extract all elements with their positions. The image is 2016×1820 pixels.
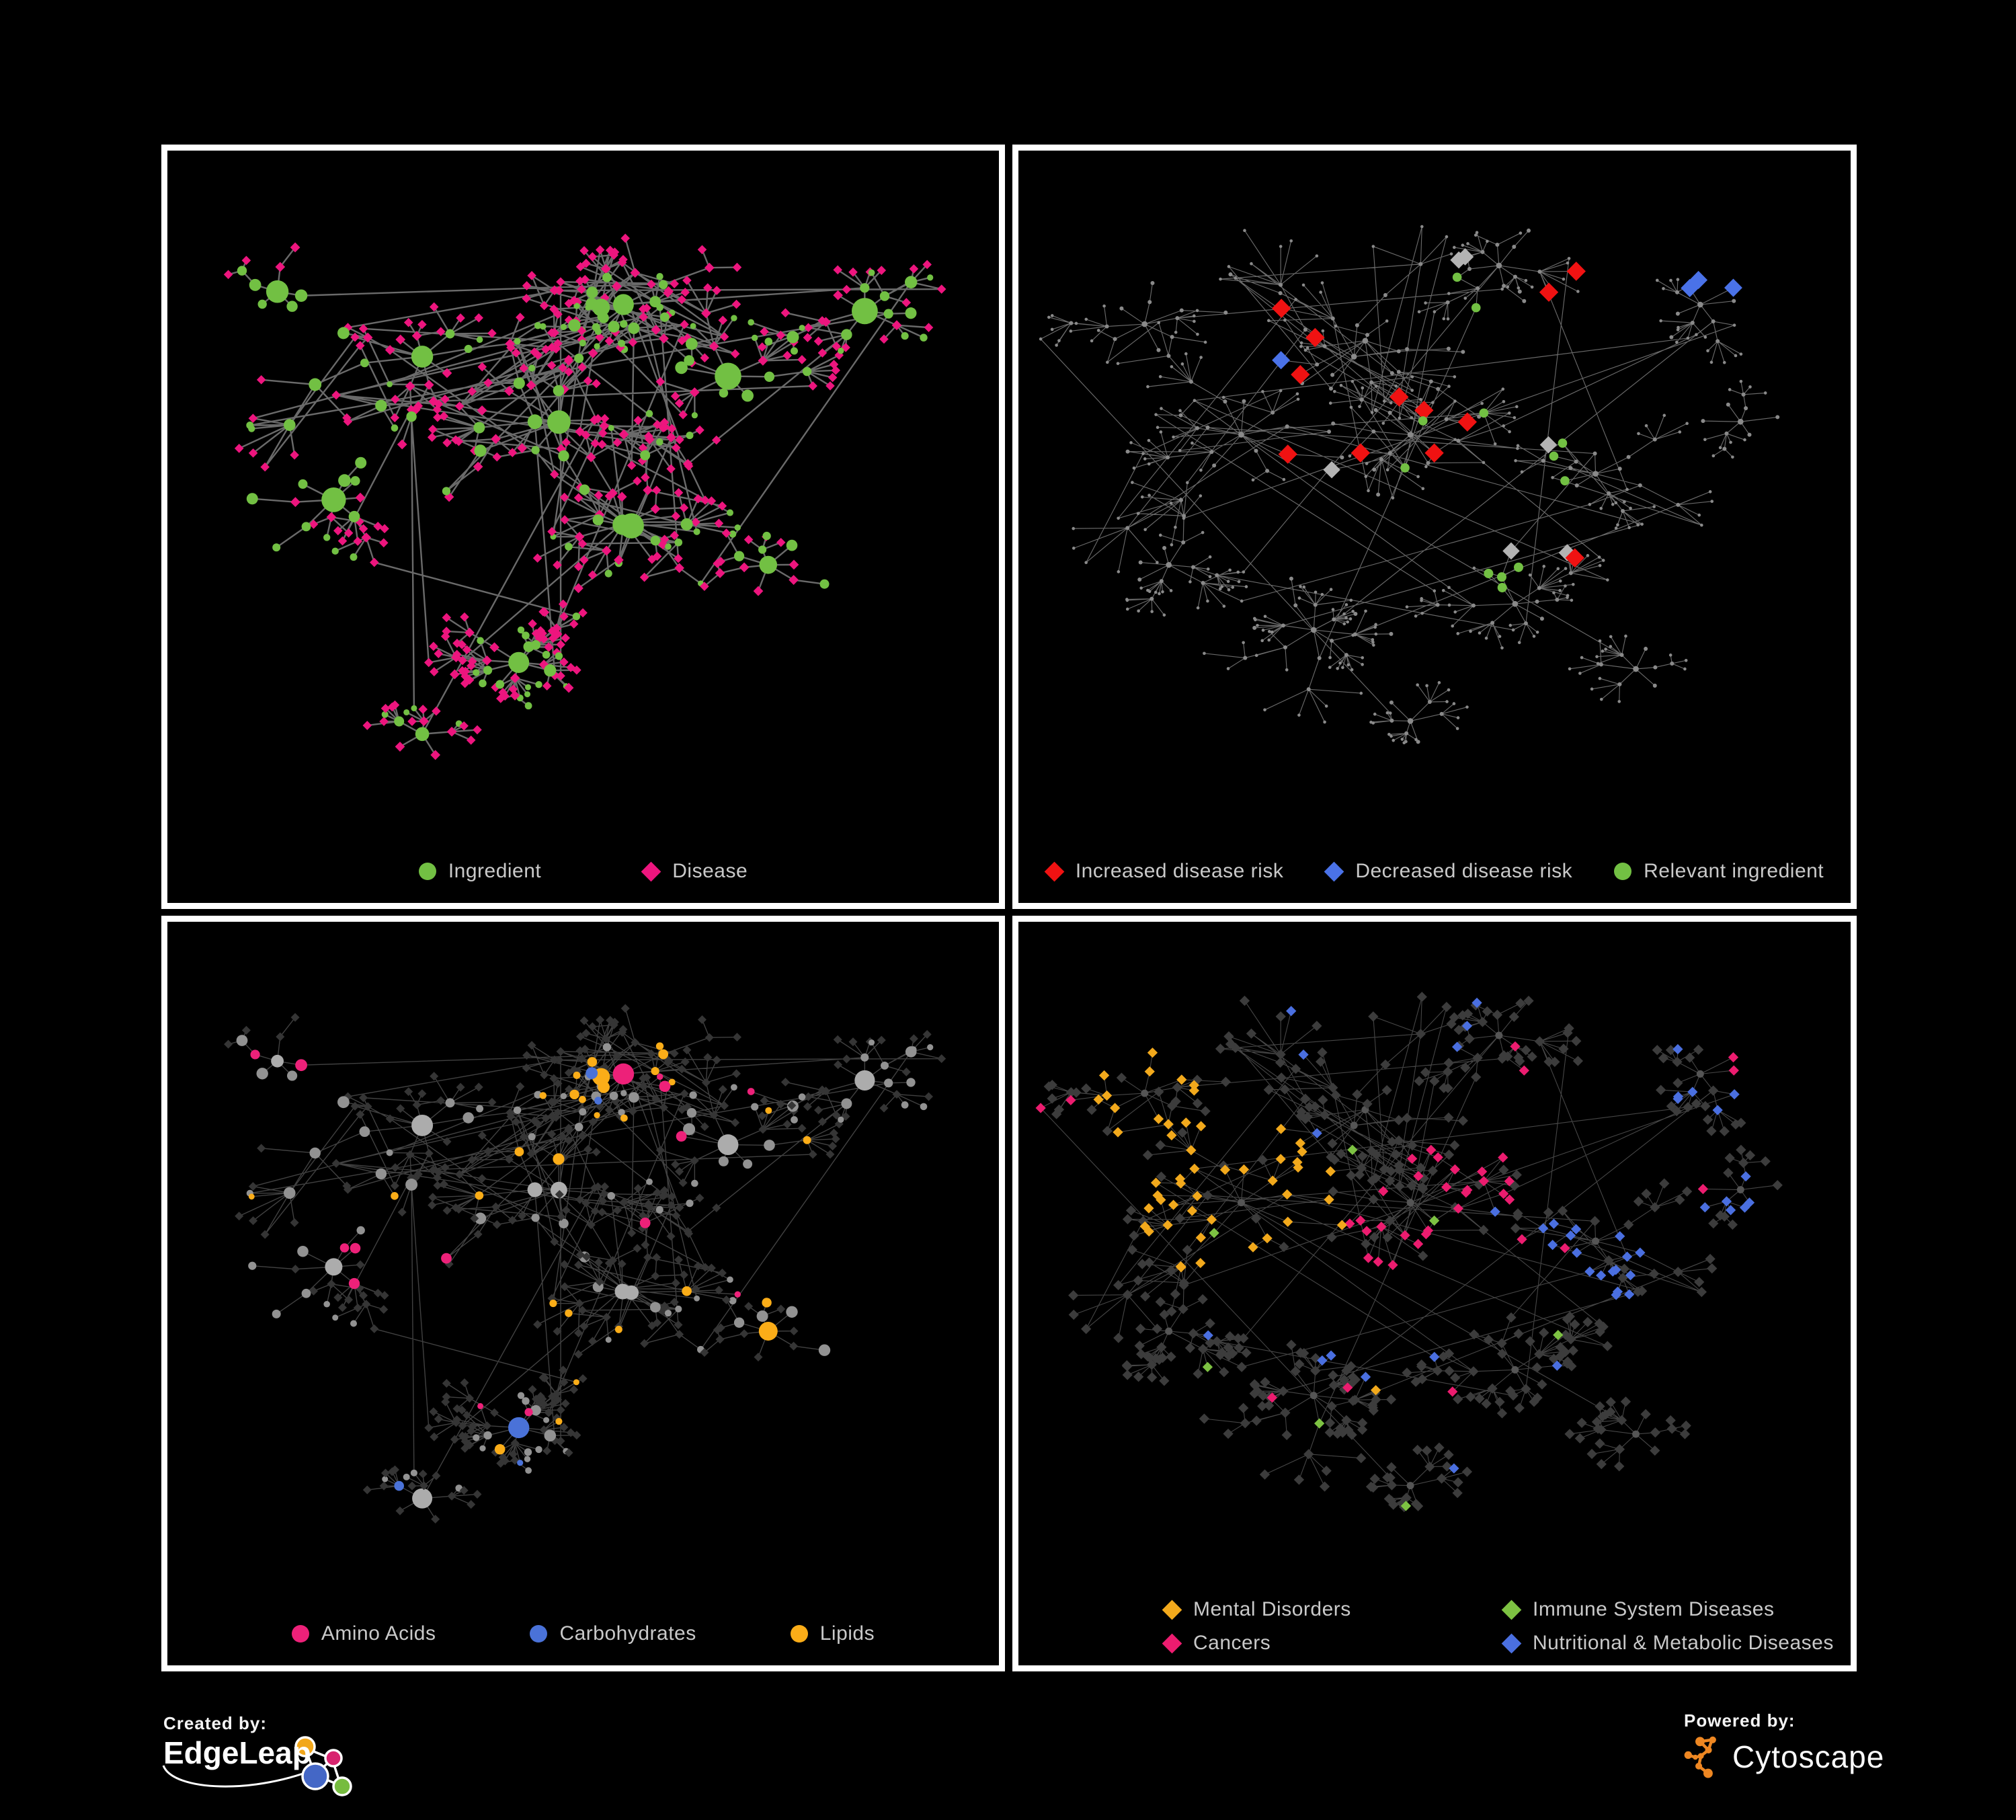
legend-disease-risk: Increased disease risk Decreased disease… bbox=[1018, 860, 1851, 883]
increased-risk-diamond-marker bbox=[1044, 861, 1065, 881]
panel-disease-classes: Mental Disorders Immune System Diseases … bbox=[1012, 916, 1857, 1671]
decreased-risk-diamond-marker bbox=[1324, 861, 1344, 881]
legend-label: Amino Acids bbox=[321, 1622, 436, 1645]
legend-item: Disease bbox=[641, 860, 748, 883]
macronutrient-graph bbox=[224, 1004, 946, 1524]
disease-class-graph bbox=[1035, 992, 1783, 1513]
mental-disorders-diamond-marker bbox=[1162, 1599, 1182, 1620]
nutritional-metabolic-diamond-marker bbox=[1501, 1633, 1522, 1653]
legend-item: Decreased disease risk bbox=[1324, 860, 1573, 883]
edgeleap-wordmark: EdgeLeap bbox=[163, 1735, 311, 1770]
legend-label: Decreased disease risk bbox=[1355, 860, 1573, 882]
legend-disease-classes: Mental Disorders Immune System Diseases … bbox=[1162, 1598, 1834, 1655]
panel-disease-risk: Increased disease risk Decreased disease… bbox=[1012, 145, 1857, 909]
disease-diamond-marker bbox=[641, 861, 661, 881]
panel-ingredient-disease: Ingredient Disease bbox=[161, 145, 1005, 909]
legend-item: Ingredient bbox=[418, 860, 542, 883]
legend-item: Immune System Diseases bbox=[1501, 1598, 1834, 1621]
legend-label: Carbohydrates bbox=[559, 1622, 696, 1645]
relevant-ingredient-circle-marker bbox=[1614, 863, 1632, 880]
ingredient-circle-marker bbox=[418, 863, 436, 880]
legend-label: Lipids bbox=[819, 1622, 875, 1645]
amino-acids-circle-marker bbox=[291, 1625, 309, 1643]
cytoscape-logo-icon bbox=[1684, 1736, 1716, 1778]
legend-ingredient-disease: Ingredient Disease bbox=[167, 860, 999, 883]
cytoscape-wordmark: Cytoscape bbox=[1732, 1739, 1885, 1774]
legend-item: Cancers bbox=[1162, 1632, 1502, 1655]
legend-label: Increased disease risk bbox=[1075, 860, 1284, 882]
lipids-circle-marker bbox=[790, 1625, 808, 1643]
legend-item: Mental Disorders bbox=[1162, 1598, 1502, 1621]
legend-label: Ingredient bbox=[448, 860, 542, 882]
legend-label: Immune System Diseases bbox=[1533, 1598, 1775, 1620]
edgeleap-credit: Created by: EdgeLeap bbox=[162, 1713, 385, 1801]
legend-item: Lipids bbox=[790, 1622, 875, 1645]
ingredient-disease-graph bbox=[223, 233, 946, 760]
legend-item: Amino Acids bbox=[291, 1622, 436, 1645]
cytoscape-credit: Powered by: bbox=[1684, 1710, 1926, 1791]
immune-diseases-diamond-marker bbox=[1501, 1599, 1522, 1620]
created-by-label: Created by: bbox=[163, 1713, 268, 1733]
powered-by-label: Powered by: bbox=[1684, 1710, 1796, 1731]
legend-label: Disease bbox=[672, 860, 748, 882]
legend-item: Increased disease risk bbox=[1044, 860, 1284, 883]
legend-item: Relevant ingredient bbox=[1614, 860, 1824, 883]
legend-label: Nutritional & Metabolic Diseases bbox=[1533, 1632, 1834, 1654]
legend-label: Cancers bbox=[1193, 1632, 1271, 1654]
carbohydrates-circle-marker bbox=[530, 1625, 548, 1643]
panel-macronutrient-classes: Amino Acids Carbohydrates Lipids bbox=[161, 916, 1005, 1671]
legend-label: Relevant ingredient bbox=[1644, 860, 1824, 882]
disease-risk-graph bbox=[1039, 225, 1780, 745]
legend-item: Carbohydrates bbox=[530, 1622, 696, 1645]
edgeleap-logo-icon bbox=[162, 1736, 352, 1796]
cancers-diamond-marker bbox=[1162, 1633, 1182, 1653]
legend-macronutrients: Amino Acids Carbohydrates Lipids bbox=[167, 1622, 999, 1645]
legend-label: Mental Disorders bbox=[1193, 1598, 1351, 1620]
legend-item: Nutritional & Metabolic Diseases bbox=[1501, 1632, 1834, 1655]
